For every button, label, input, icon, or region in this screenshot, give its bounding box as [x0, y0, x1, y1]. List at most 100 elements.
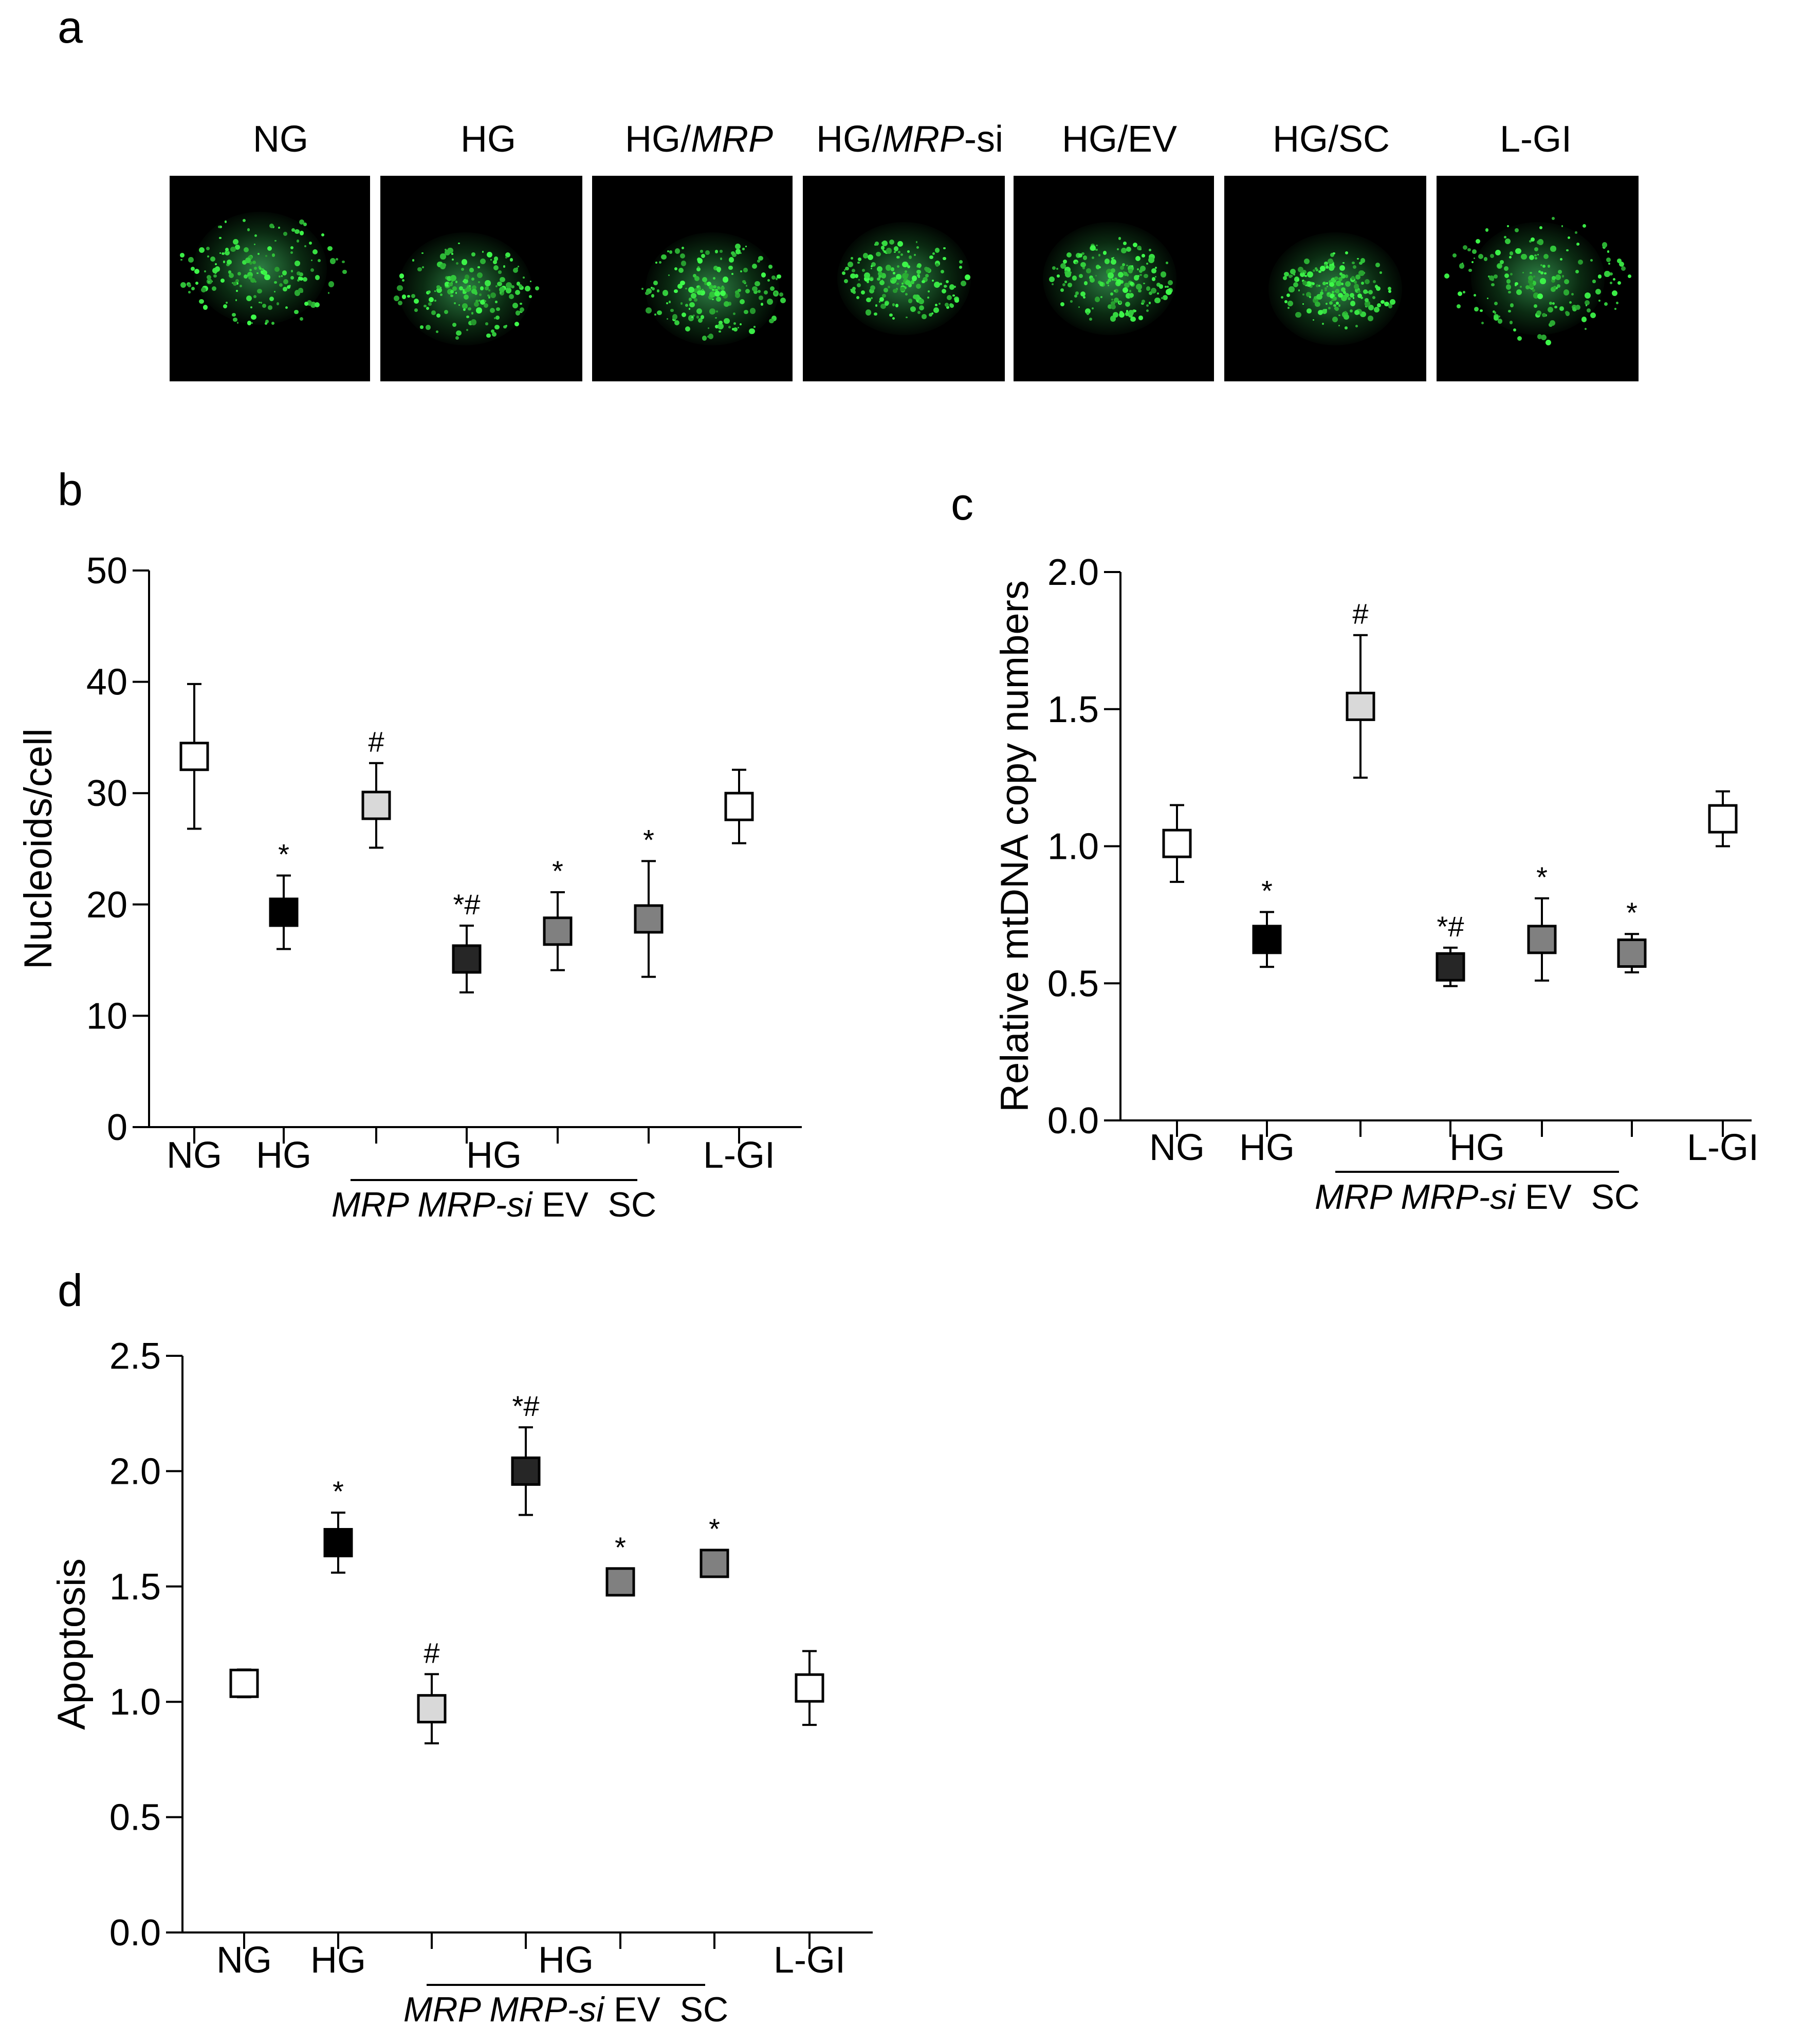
fluorescent-speck	[517, 265, 520, 268]
fluorescent-speck	[1480, 309, 1483, 312]
fluorescent-speck	[500, 290, 505, 296]
fluorescent-speck	[1154, 275, 1157, 278]
fluorescent-speck	[709, 308, 716, 315]
fluorescent-speck	[436, 287, 443, 293]
significance-mark: *	[643, 823, 654, 856]
fluorescent-speck	[749, 328, 755, 335]
fluorescent-speck	[1318, 284, 1320, 287]
fluorescent-speck	[257, 252, 260, 255]
fluorescent-speck	[1557, 284, 1561, 288]
fluorescent-speck	[719, 320, 723, 325]
fluorescent-speck	[959, 260, 963, 264]
fluorescent-speck	[466, 315, 469, 319]
fluorescent-speck	[1080, 291, 1086, 297]
fluorescent-speck	[1111, 298, 1114, 301]
fluorescent-speck	[733, 322, 737, 325]
fluorescent-speck	[1534, 304, 1537, 308]
fluorescent-speck	[529, 295, 532, 298]
fluorescent-speck	[666, 302, 669, 304]
fluorescent-speck	[1551, 279, 1555, 283]
fluorescent-speck	[228, 273, 234, 279]
fluorescent-speck	[692, 315, 695, 317]
fluorescent-speck	[451, 280, 453, 282]
fluorescent-speck	[1302, 303, 1304, 305]
fluorescent-speck	[1062, 283, 1065, 287]
data-point-ng	[179, 742, 209, 771]
fluorescent-speck	[857, 261, 860, 264]
fluorescent-speck	[220, 279, 225, 283]
significance-mark: *#	[512, 1390, 540, 1422]
fluorescent-speck	[1126, 247, 1132, 252]
fluorescent-speck	[882, 249, 885, 251]
fluorescent-speck	[908, 255, 912, 259]
fluorescent-speck	[1372, 296, 1376, 300]
fluorescent-speck	[466, 288, 470, 292]
fluorescent-speck	[1510, 303, 1514, 307]
fluorescent-speck	[1332, 296, 1337, 301]
fluorescent-speck	[1056, 267, 1058, 270]
fluorescent-speck	[1129, 290, 1132, 292]
fluorescent-speck	[1551, 287, 1556, 292]
fluorescent-speck	[882, 241, 888, 247]
fluorescent-speck	[1587, 308, 1591, 312]
fluorescent-speck	[463, 279, 469, 284]
fluorescent-speck	[1561, 225, 1563, 227]
fluorescent-speck	[1360, 311, 1366, 317]
fluorescent-speck	[739, 299, 745, 305]
data-point-hg-mrp	[1346, 691, 1375, 721]
fluorescent-speck	[1553, 285, 1557, 289]
fluorescent-speck	[715, 310, 718, 313]
fluorescent-speck	[1317, 309, 1323, 315]
fluorescent-speck	[1161, 297, 1164, 300]
fluorescent-speck	[685, 303, 688, 307]
fluorescent-speck	[896, 255, 899, 259]
fluorescent-speck	[1125, 311, 1129, 316]
fluorescent-speck	[1590, 259, 1593, 262]
fluorescent-speck	[1297, 279, 1299, 282]
x-group-label-hg: HG	[466, 1135, 522, 1176]
fluorescent-speck	[1336, 281, 1341, 286]
fluorescent-speck	[223, 304, 227, 309]
fluorescent-speck	[259, 301, 261, 304]
fluorescent-speck	[306, 300, 312, 306]
fluorescent-speck	[905, 270, 907, 273]
micrograph-hg-mrp-si	[803, 176, 1005, 381]
fluorescent-speck	[297, 279, 300, 282]
fluorescent-speck	[1316, 284, 1319, 287]
fluorescent-speck	[1311, 282, 1315, 285]
fluorescent-speck	[303, 223, 307, 226]
fluorescent-speck	[935, 304, 938, 306]
fluorescent-speck	[869, 277, 874, 282]
data-point-l-gi	[724, 791, 754, 821]
fluorescent-speck	[294, 261, 300, 267]
fluorescent-speck	[1509, 251, 1513, 255]
fluorescent-speck	[458, 242, 460, 245]
fluorescent-speck	[1072, 275, 1077, 281]
fluorescent-speck	[1082, 296, 1086, 299]
fluorescent-speck	[488, 296, 491, 299]
fluorescent-speck	[452, 322, 456, 327]
fluorescent-speck	[1338, 292, 1343, 298]
fluorescent-speck	[1552, 302, 1555, 305]
fluorescent-speck	[206, 274, 211, 280]
fluorescent-speck	[1494, 301, 1498, 305]
x-label-ng: NG	[216, 1940, 272, 1981]
fluorescent-speck	[1598, 299, 1600, 302]
fluorescent-speck	[677, 284, 683, 289]
fluorescent-speck	[901, 283, 904, 285]
fluorescent-speck	[421, 252, 424, 254]
fluorescent-speck	[232, 282, 234, 284]
fluorescent-speck	[287, 285, 290, 289]
fluorescent-speck	[1547, 265, 1550, 268]
fluorescent-speck	[262, 268, 264, 270]
fluorescent-speck	[426, 325, 431, 330]
fluorescent-speck	[249, 261, 253, 265]
fluorescent-speck	[1352, 261, 1355, 265]
fluorescent-speck	[223, 261, 225, 263]
fluorescent-speck	[471, 288, 477, 294]
fluorescent-speck	[328, 281, 335, 287]
fluorescent-speck	[1585, 304, 1588, 306]
fluorescent-speck	[251, 322, 253, 324]
fluorescent-speck	[452, 258, 454, 261]
fluorescent-speck	[740, 252, 742, 254]
